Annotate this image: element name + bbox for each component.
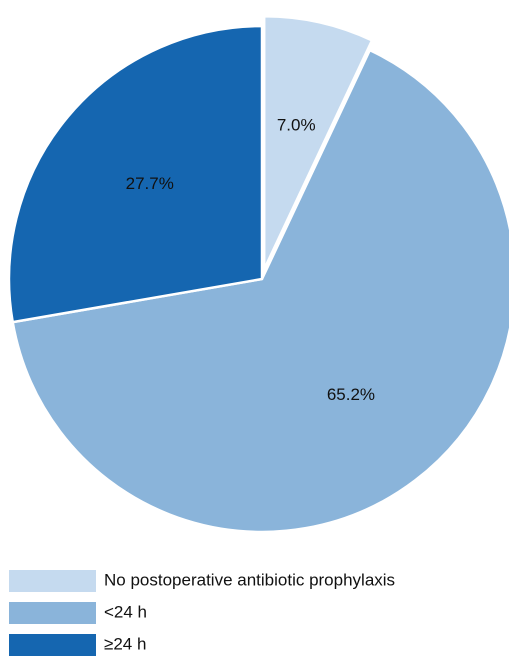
pie-slices [7,14,509,534]
legend-swatch-24-h [9,634,96,656]
pie-slice-24-h [11,48,509,534]
legend: No postoperative antibiotic prophylaxis <… [9,570,395,656]
legend-label-24-h: ≥24 h [104,634,146,653]
slice-labels: 7.0% 65.2% 27.7% [126,116,375,405]
pie-slice-24-h [7,24,264,324]
slice-label-no-postoperative-antibiotic-prophylaxis: 7.0% [277,116,316,135]
slice-label-24-h: 27.7% [126,174,174,193]
legend-label-24-h: <24 h [104,602,147,621]
legend-swatch-24-h [9,602,96,624]
pie-slice-no-postoperative-antibiotic-prophylaxis [262,14,374,271]
legend-label-no-postoperative-antibiotic-prophylaxis: No postoperative antibiotic prophylaxis [104,570,395,589]
slice-label-24-h: 65.2% [327,385,375,404]
legend-swatch-no-postoperative-antibiotic-prophylaxis [9,570,96,592]
